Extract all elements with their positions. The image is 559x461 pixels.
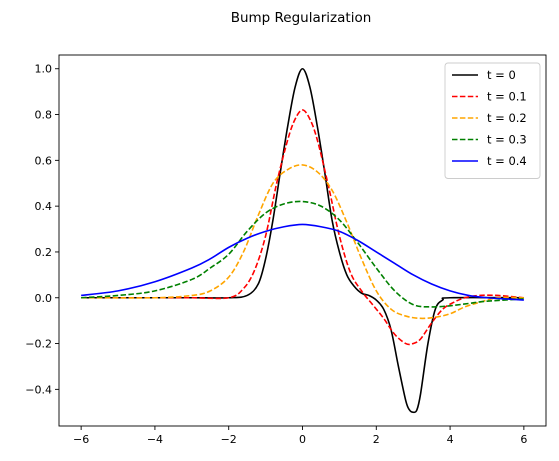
x-tick-label: −4	[147, 433, 163, 446]
y-tick-label: 1.0	[35, 63, 53, 76]
y-tick-label: −0.2	[25, 338, 52, 351]
series-line-1	[81, 109, 524, 346]
y-tick-label: 0.6	[35, 154, 53, 167]
legend-label-2: t = 0.2	[487, 111, 527, 125]
legend-label-0: t = 0	[487, 68, 516, 82]
series-line-2	[81, 164, 524, 320]
y-tick-label: 0.2	[35, 246, 53, 259]
x-tick-label: 0	[299, 433, 306, 446]
legend-label-4: t = 0.4	[487, 154, 527, 168]
y-tick-label: 0.4	[35, 200, 53, 213]
x-tick-label: 6	[520, 433, 527, 446]
chart-title: Bump Regularization	[231, 10, 372, 26]
plot-area	[81, 67, 524, 414]
series-line-3	[81, 200, 524, 308]
y-tick-label: 0.8	[35, 109, 53, 122]
legend-label-1: t = 0.1	[487, 90, 527, 104]
y-tick-label: −0.4	[25, 383, 52, 396]
y-tick-label: 0.0	[35, 292, 53, 305]
legend: t = 0 t = 0.1 t = 0.2 t = 0.3 t = 0.4	[444, 62, 541, 179]
x-tick-label: −6	[73, 433, 89, 446]
x-tick-label: 4	[447, 433, 454, 446]
legend-label-3: t = 0.3	[487, 133, 527, 147]
legend-box	[444, 62, 541, 179]
series-line-0	[81, 67, 524, 414]
series-line-4	[81, 223, 524, 301]
x-tick-label: 2	[373, 433, 380, 446]
x-tick-label: −2	[221, 433, 237, 446]
